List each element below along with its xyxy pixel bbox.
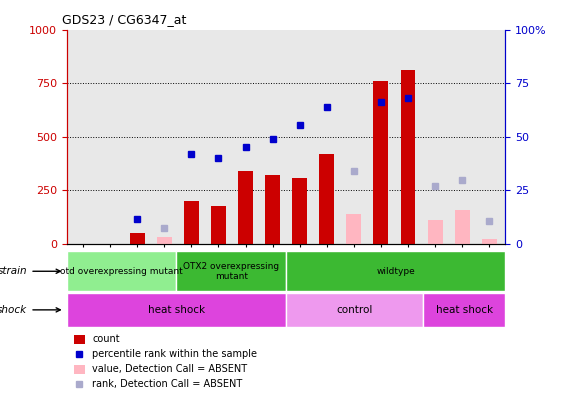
Bar: [157, 237, 172, 244]
Text: otd overexpressing mutant: otd overexpressing mutant: [60, 267, 183, 276]
Bar: [428, 220, 443, 244]
Bar: [177, 251, 286, 291]
Text: control: control: [336, 305, 373, 315]
Text: value, Detection Call = ABSENT: value, Detection Call = ABSENT: [92, 364, 248, 374]
Bar: [74, 365, 85, 374]
Bar: [400, 70, 415, 244]
Bar: [211, 206, 226, 244]
Text: percentile rank within the sample: percentile rank within the sample: [92, 349, 257, 359]
Text: wildtype: wildtype: [376, 267, 415, 276]
Text: heat shock: heat shock: [436, 305, 493, 315]
Bar: [374, 81, 388, 244]
Bar: [292, 178, 307, 244]
Bar: [346, 213, 361, 244]
Text: shock: shock: [0, 305, 60, 315]
Bar: [423, 293, 505, 327]
Bar: [455, 210, 469, 244]
Bar: [286, 293, 423, 327]
Bar: [482, 239, 497, 244]
Bar: [238, 171, 253, 244]
Text: OTX2 overexpressing
mutant: OTX2 overexpressing mutant: [183, 262, 279, 281]
Bar: [320, 154, 334, 244]
Text: rank, Detection Call = ABSENT: rank, Detection Call = ABSENT: [92, 379, 242, 389]
Bar: [286, 251, 505, 291]
Text: count: count: [92, 334, 120, 344]
Text: strain: strain: [0, 266, 60, 276]
Bar: [130, 233, 145, 244]
Bar: [184, 201, 199, 244]
Bar: [67, 251, 177, 291]
Bar: [74, 335, 85, 344]
Text: heat shock: heat shock: [148, 305, 205, 315]
Bar: [265, 175, 280, 244]
Bar: [67, 293, 286, 327]
Text: GDS23 / CG6347_at: GDS23 / CG6347_at: [62, 13, 187, 26]
